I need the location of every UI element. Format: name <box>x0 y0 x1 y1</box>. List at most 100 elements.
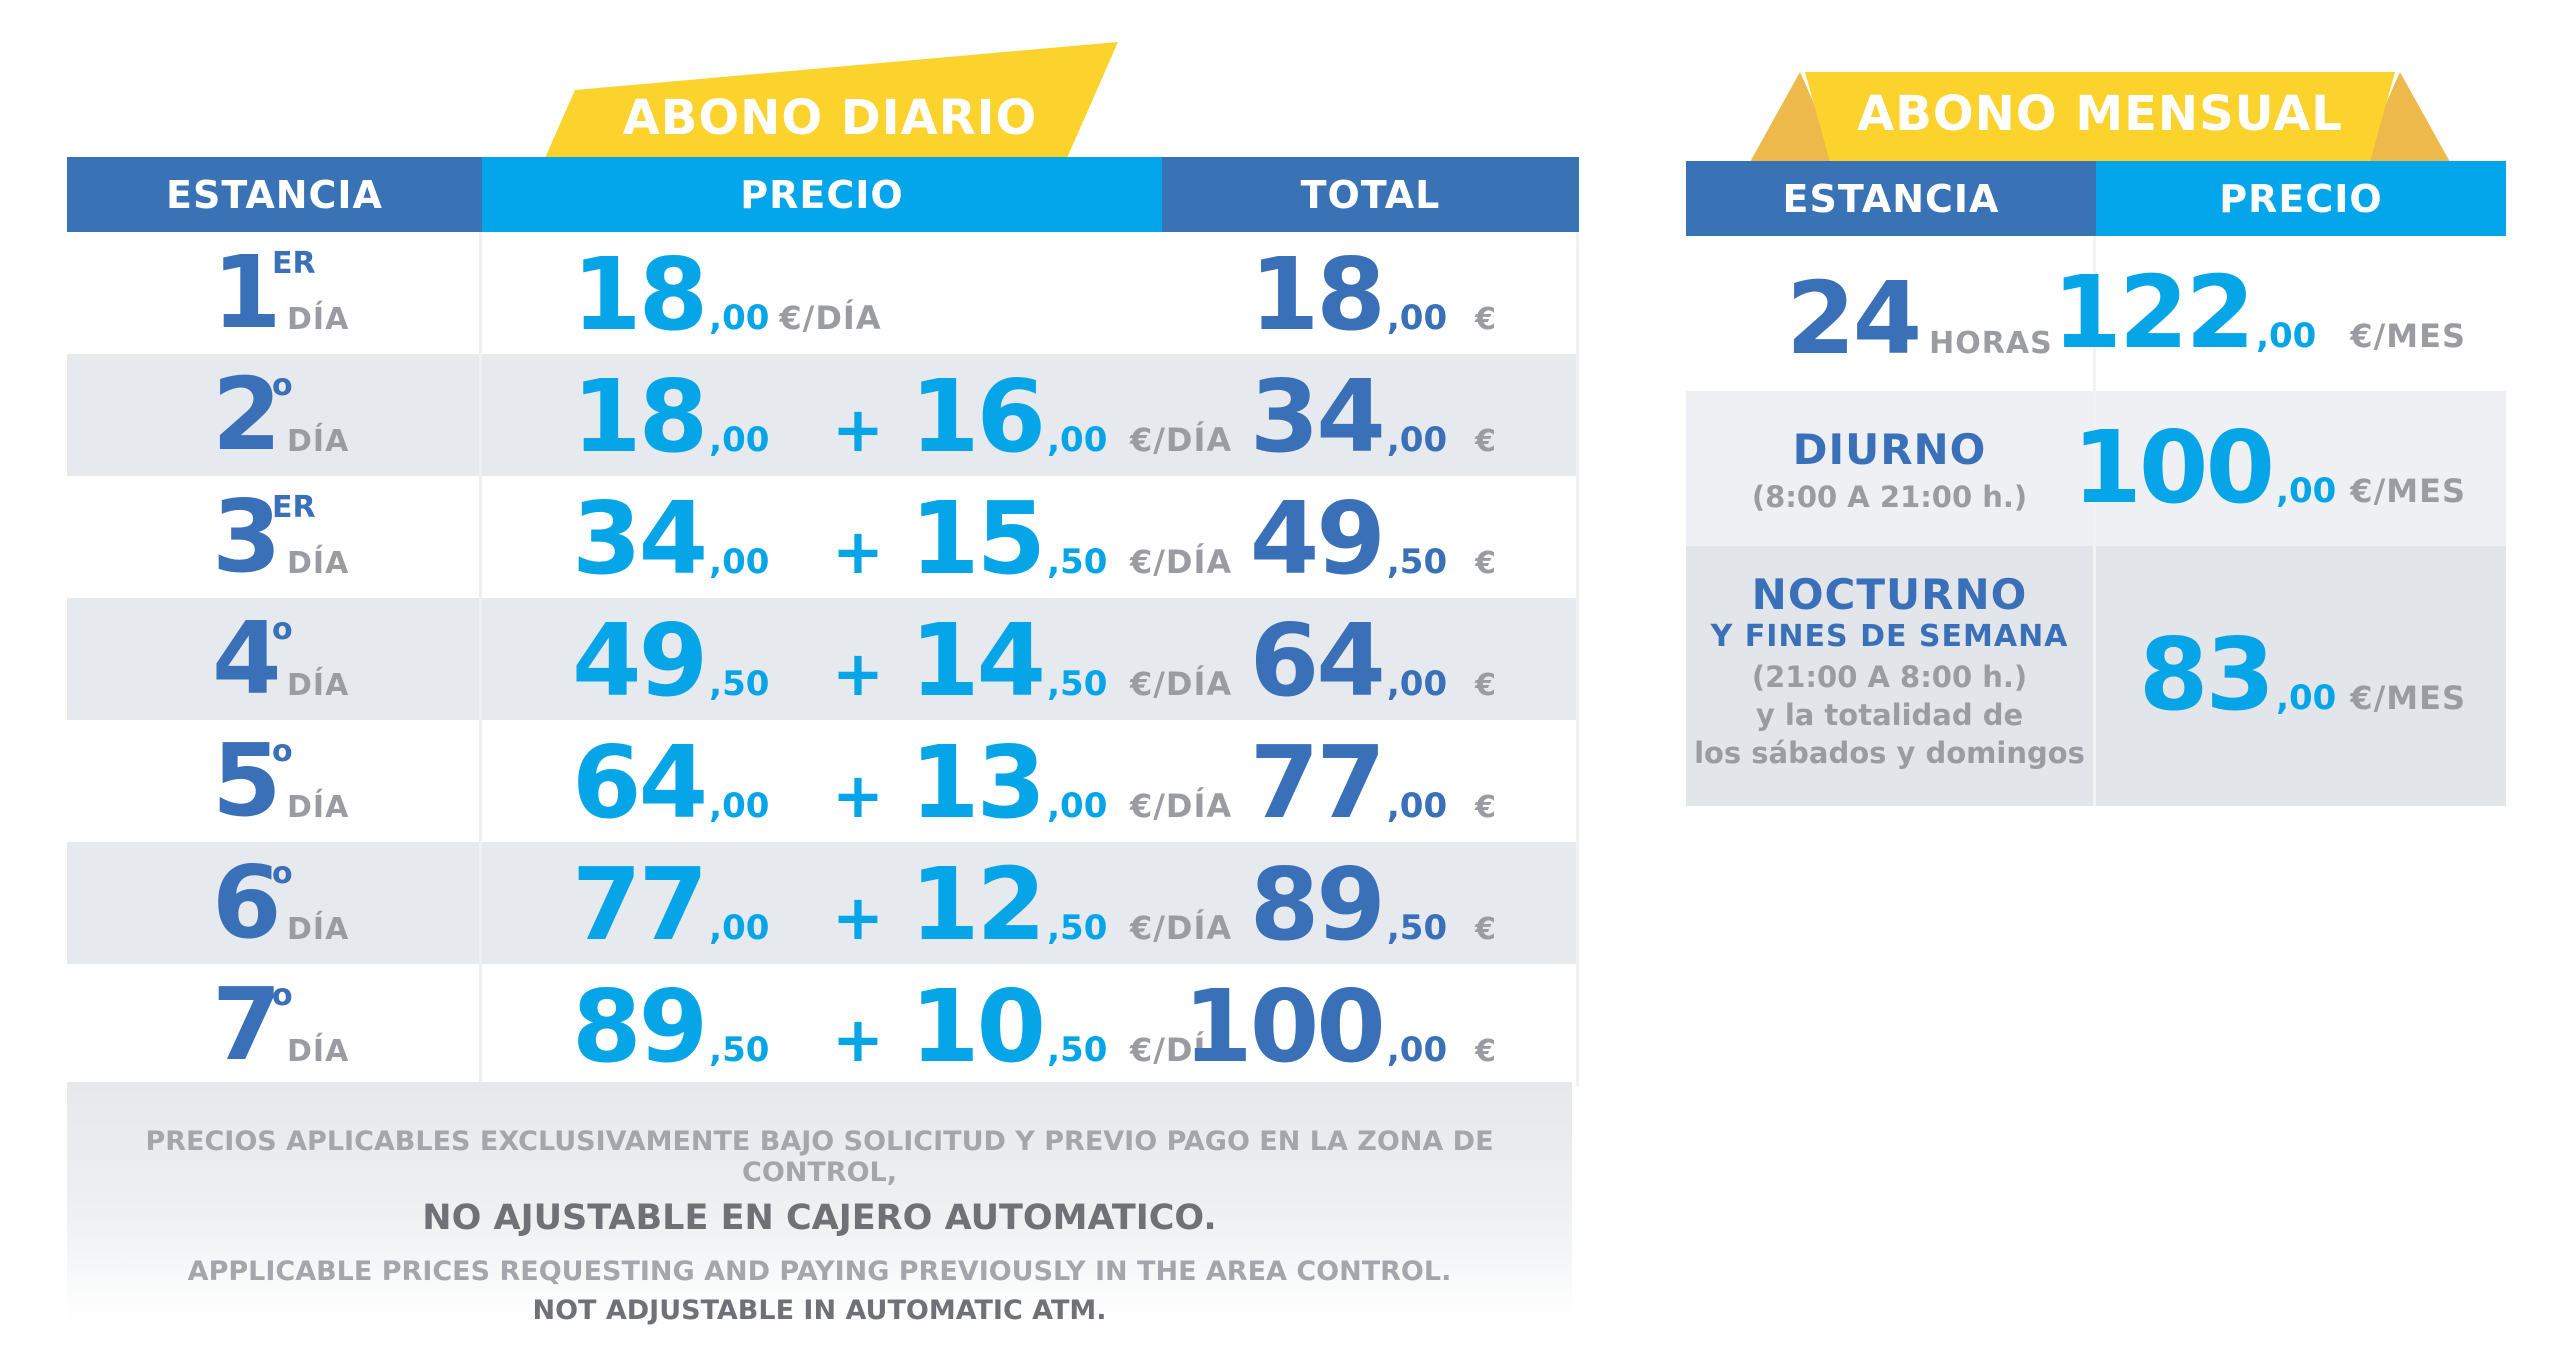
price-unit: €/DÍA <box>1129 543 1233 581</box>
night-subtitle: Y FINES DE SEMANA <box>1710 619 2069 654</box>
day-number: 1 <box>212 234 282 351</box>
night-title: NOCTURNO <box>1751 570 2028 619</box>
table-row: 4 o DÍA 49,50 + 14,50 €/DÍA 64 ,00 € <box>67 598 1579 720</box>
day-ordinal: o <box>272 734 293 769</box>
price-unit: €/MES <box>2350 472 2466 510</box>
price-value: 122 <box>2052 254 2255 371</box>
price-unit: €/MES <box>2350 679 2466 717</box>
total-cell: 64 ,00 € <box>1162 598 1579 720</box>
price-value: 18 <box>572 358 708 475</box>
stay-cell: 2 o DÍA <box>67 354 482 476</box>
plus-sign: + <box>832 393 884 466</box>
total-value: 18 <box>1249 236 1386 353</box>
price-decimals: ,00 <box>709 420 770 460</box>
day-number: 3 <box>212 478 282 595</box>
ribbon-shape <box>545 42 1118 158</box>
price-decimals: ,00 <box>709 786 770 826</box>
monthly-header-row: ESTANCIA PRECIO <box>1686 161 2506 236</box>
total-currency: € <box>1475 546 1496 581</box>
price-decimals: ,00 <box>709 298 770 338</box>
header-total: TOTAL <box>1162 157 1579 232</box>
price-unit: €/DÍA <box>1129 1031 1233 1069</box>
price-value: 34 <box>572 480 708 597</box>
price-value: 18 <box>572 236 708 353</box>
total-decimals: ,00 <box>1386 298 1448 338</box>
day-ordinal: ER <box>272 490 316 525</box>
extra-decimals: ,50 <box>1047 542 1108 582</box>
stay-cell: 4 o DÍA <box>67 598 482 720</box>
day-label: DÍA <box>287 912 350 947</box>
day-label: DÍA <box>287 302 350 337</box>
header-stay: ESTANCIA <box>67 157 482 232</box>
price-cell: 122 ,00 €/MES <box>2052 236 2506 391</box>
price-decimals: ,00 <box>2276 471 2337 511</box>
table-row: DIURNO (8:00 A 21:00 h.) 100 ,00 €/MES <box>1686 391 2506 546</box>
extra-decimals: ,00 <box>1047 786 1108 826</box>
table-row: 3 ER DÍA 34,00 + 15,50 €/DÍA 49 ,50 € <box>67 476 1579 598</box>
total-currency: € <box>1475 912 1496 947</box>
price-unit: €/DÍA <box>1129 787 1233 825</box>
price-decimals: ,00 <box>709 908 770 948</box>
extra-value: 14 <box>909 602 1046 719</box>
price-cell: 83 ,00 €/MES <box>2096 546 2506 806</box>
stay-cell: DIURNO (8:00 A 21:00 h.) <box>1686 391 2096 546</box>
extra-decimals: ,00 <box>1047 420 1108 460</box>
day-label: DÍA <box>287 668 350 703</box>
ribbon-shape <box>1750 72 2450 162</box>
total-decimals: ,50 <box>1386 908 1448 948</box>
price-cell: 49,50 + 14,50 €/DÍA <box>482 598 1231 720</box>
extra-value: 16 <box>909 358 1046 475</box>
daytime-hours: (8:00 A 21:00 h.) <box>1751 480 2028 514</box>
price-decimals: ,50 <box>709 664 770 704</box>
header-stay: ESTANCIA <box>1686 161 2096 236</box>
total-value: 34 <box>1249 358 1386 475</box>
price-cell: 77,00 + 12,50 €/DÍA <box>482 842 1231 964</box>
total-currency: € <box>1475 668 1496 703</box>
total-value: 49 <box>1249 480 1386 597</box>
total-cell: 77 ,00 € <box>1162 720 1579 842</box>
pricing-notes: PRECIOS APLICABLES EXCLUSIVAMENTE BAJO S… <box>67 1082 1572 1326</box>
day-label: DÍA <box>287 790 350 825</box>
price-unit: €/DÍA <box>1129 421 1233 459</box>
price-unit: €/DÍA <box>779 299 882 337</box>
monthly-ribbon: ABONO MENSUAL <box>1750 72 2450 162</box>
day-ordinal: ER <box>272 246 316 281</box>
price-unit: €/MES <box>2350 317 2466 355</box>
stay-cell: 24 HORAS <box>1686 236 2096 391</box>
price-decimals: ,50 <box>709 1030 770 1070</box>
price-unit: €/DÍA <box>1129 909 1233 947</box>
day-label: DÍA <box>287 1034 350 1069</box>
stay-cell: 6 o DÍA <box>67 842 482 964</box>
extra-value: 13 <box>909 724 1046 841</box>
table-row: 1 ER DÍA 18 ,00 €/DÍA 18 ,00 € <box>67 232 1579 354</box>
price-value: 83 <box>2138 616 2275 733</box>
plus-sign: + <box>832 881 884 954</box>
hours-label: HORAS <box>1929 326 2053 361</box>
total-currency: € <box>1475 1034 1496 1069</box>
table-row: 6 o DÍA 77,00 + 12,50 €/DÍA 89 ,50 € <box>67 842 1579 964</box>
daily-title: ABONO DIARIO <box>622 90 1038 146</box>
total-value: 77 <box>1249 724 1386 841</box>
night-hours: (21:00 A 8:00 h.) <box>1751 660 2028 694</box>
daily-ribbon: ABONO DIARIO <box>545 40 1125 158</box>
monthly-title: ABONO MENSUAL <box>1857 86 2343 142</box>
price-value: 49 <box>572 602 708 719</box>
total-decimals: ,50 <box>1386 542 1448 582</box>
extra-decimals: ,50 <box>1047 664 1108 704</box>
price-cell: 34,00 + 15,50 €/DÍA <box>482 476 1231 598</box>
price-cell: 18 ,00 €/DÍA <box>482 232 1162 354</box>
price-value: 100 <box>2072 409 2275 526</box>
total-cell: 34 ,00 € <box>1162 354 1579 476</box>
total-currency: € <box>1475 790 1496 825</box>
total-value: 64 <box>1249 602 1386 719</box>
note-line-en: APPLICABLE PRICES REQUESTING AND PAYING … <box>187 1256 1452 1287</box>
monthly-pass-table: ESTANCIA PRECIO 24 HORAS 122 ,00 €/MES D… <box>1686 161 2506 806</box>
header-price: PRECIO <box>482 157 1162 232</box>
extra-value: 12 <box>909 846 1046 963</box>
price-decimals: ,00 <box>2256 316 2317 356</box>
total-decimals: ,00 <box>1386 1030 1448 1070</box>
total-decimals: ,00 <box>1386 786 1448 826</box>
extra-value: 10 <box>909 968 1046 1085</box>
night-detail-1: y la totalidad de <box>1755 698 2024 732</box>
plus-sign: + <box>832 515 884 588</box>
